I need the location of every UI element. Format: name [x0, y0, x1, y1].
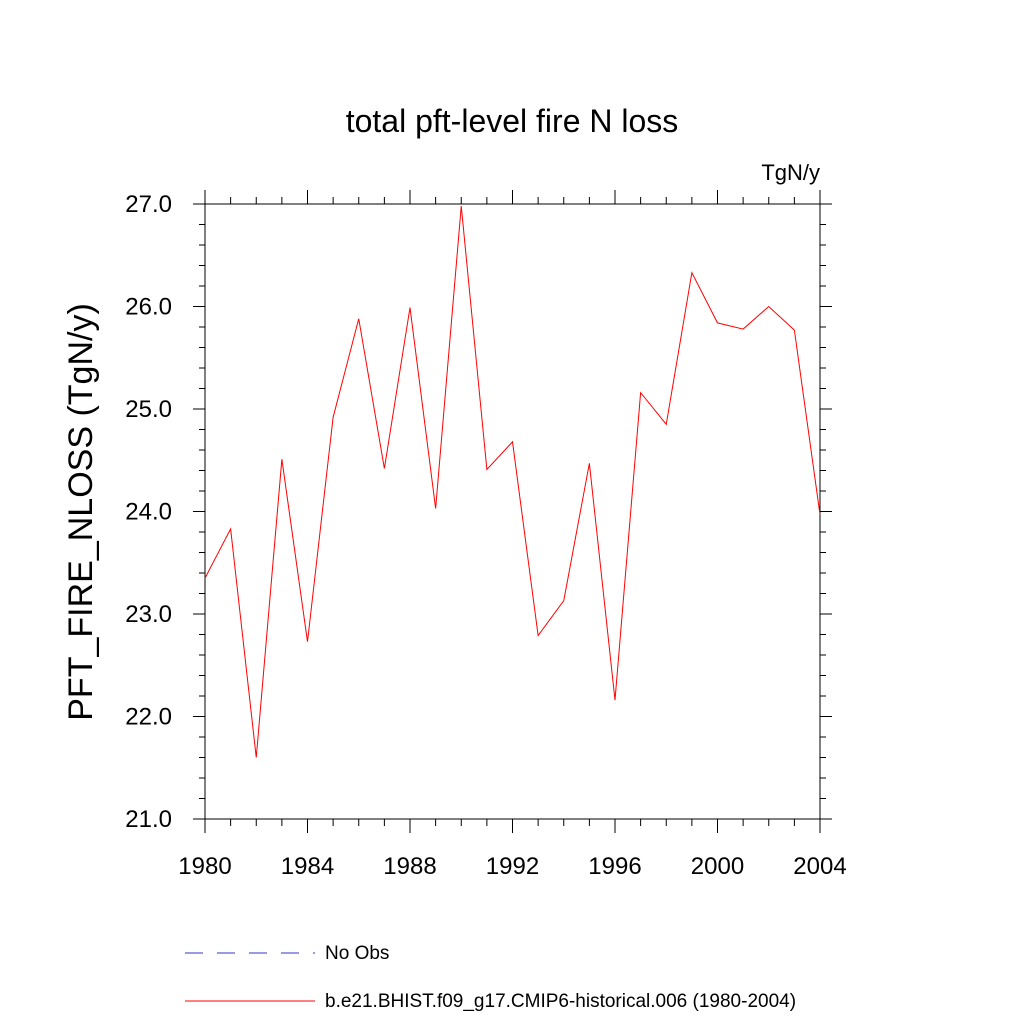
x-tick-label: 1980 [178, 853, 231, 880]
y-tick-label: 25.0 [125, 396, 172, 423]
y-ticks: 21.0 22.0 23.0 24.0 25.0 26.0 27.0 [125, 191, 832, 833]
y-tick-label: 22.0 [125, 704, 172, 731]
y-tick-label: 21.0 [125, 806, 172, 833]
plot-frame [204, 203, 821, 820]
x-ticks: 1980 1984 1988 1992 1996 2000 2004 [178, 190, 847, 880]
y-tick-label: 24.0 [125, 499, 172, 526]
legend: No Obs b.e21.BHIST.f09_g17.CMIP6-histori… [185, 943, 796, 1012]
units-label: TgN/y [761, 160, 820, 185]
x-tick-label: 2004 [793, 853, 846, 880]
y-axis-label: PFT_FIRE_NLOSS (TgN/y) [62, 303, 100, 721]
series-line-0 [204, 206, 821, 758]
x-tick-label: 2000 [691, 853, 744, 880]
y-tick-label: 26.0 [125, 294, 172, 321]
legend-model-label: b.e21.BHIST.f09_g17.CMIP6-historical.006… [325, 991, 796, 1012]
legend-no-obs-label: No Obs [325, 943, 389, 964]
x-tick-label: 1984 [281, 853, 334, 880]
y-tick-label: 23.0 [125, 601, 172, 628]
x-tick-label: 1988 [383, 853, 436, 880]
chart-title: total pft-level fire N loss [346, 103, 679, 139]
x-tick-label: 1996 [588, 853, 641, 880]
series-group [204, 206, 821, 758]
y-tick-label: 27.0 [125, 191, 172, 218]
x-tick-label: 1992 [486, 853, 539, 880]
